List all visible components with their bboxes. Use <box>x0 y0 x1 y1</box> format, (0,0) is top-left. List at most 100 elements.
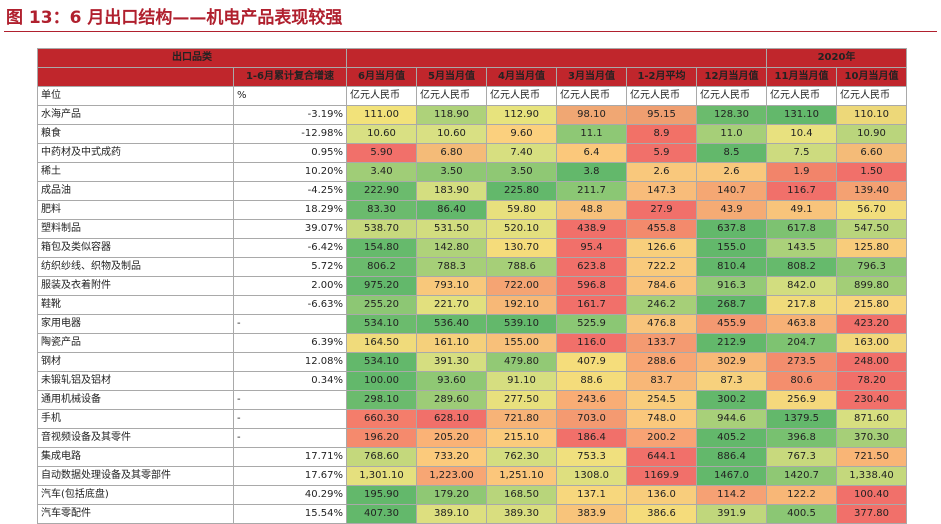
value-cell: 596.8 <box>556 276 627 296</box>
value-cell: 256.9 <box>766 390 837 410</box>
cagr-cell: -3.19% <box>233 105 347 125</box>
value-cell: 11.0 <box>696 124 767 144</box>
cagr-cell: 6.39% <box>233 333 347 353</box>
value-cell: 722.00 <box>486 276 557 296</box>
value-cell: 95.15 <box>626 105 697 125</box>
value-cell: 83.30 <box>346 200 417 220</box>
value-cell: 255.20 <box>346 295 417 315</box>
value-cell: 196.20 <box>346 428 417 448</box>
month-column-header: 5月当月值 <box>416 67 487 87</box>
value-cell: 27.9 <box>626 200 697 220</box>
value-cell: 438.9 <box>556 219 627 239</box>
value-cell: 1.50 <box>836 162 907 182</box>
table-row: 水海产品 -3.19% 111.00 118.90 112.90 98.10 95.15 12… <box>37 105 907 125</box>
value-cell: 122.2 <box>766 485 837 505</box>
value-cell: 222.90 <box>346 181 417 201</box>
value-cell: 212.9 <box>696 333 767 353</box>
value-cell: 131.10 <box>766 105 837 125</box>
value-cell: 5.90 <box>346 143 417 163</box>
product-name-cell: 未锻轧铝及铝材 <box>37 371 234 391</box>
value-cell: 788.6 <box>486 257 557 277</box>
value-cell: 155.0 <box>696 238 767 258</box>
value-cell: 289.60 <box>416 390 487 410</box>
value-cell: 98.10 <box>556 105 627 125</box>
product-column-header: 出口品类 <box>37 48 347 68</box>
value-cell: 100.00 <box>346 371 417 391</box>
value-cell: 396.8 <box>766 428 837 448</box>
value-cell: 5.9 <box>626 143 697 163</box>
table-row: 箱包及类似容器 -6.42% 154.80 142.80 130.70 95.4 126.6… <box>37 238 907 258</box>
value-cell: 221.70 <box>416 295 487 315</box>
value-cell: 215.10 <box>486 428 557 448</box>
value-cell: 139.40 <box>836 181 907 201</box>
product-name-cell: 手机 <box>37 409 234 429</box>
value-cell: 86.40 <box>416 200 487 220</box>
title-divider <box>4 31 937 32</box>
value-cell: 899.80 <box>836 276 907 296</box>
value-cell: 110.10 <box>836 105 907 125</box>
value-cell: 230.40 <box>836 390 907 410</box>
value-cell: 637.8 <box>696 219 767 239</box>
value-cell: 476.8 <box>626 314 697 334</box>
unit-cell: 亿元人民币 <box>416 86 487 106</box>
value-cell: 288.6 <box>626 352 697 372</box>
product-name-cell: 汽车(包括底盘) <box>37 485 234 505</box>
value-cell: 1420.7 <box>766 466 837 486</box>
table-row: 肥料 18.29% 83.30 86.40 59.80 48.8 27.9 43.9 49.1 5… <box>37 200 907 220</box>
value-cell: 298.10 <box>346 390 417 410</box>
table-row: 塑料制品 39.07% 538.70 531.50 520.10 438.9 455.8 63… <box>37 219 907 239</box>
cagr-cell: -6.42% <box>233 238 347 258</box>
unit-row: 单位 % 亿元人民币 亿元人民币 亿元人民币 亿元人民币 亿元人民币 亿元人民币 亿元人民币… <box>37 86 907 106</box>
value-cell: 455.8 <box>626 219 697 239</box>
value-cell: 383.9 <box>556 504 627 524</box>
value-cell: 377.80 <box>836 504 907 524</box>
value-cell: 300.2 <box>696 390 767 410</box>
value-cell: 391.30 <box>416 352 487 372</box>
cagr-cell: 0.34% <box>233 371 347 391</box>
value-cell: 525.9 <box>556 314 627 334</box>
value-cell: 6.4 <box>556 143 627 163</box>
value-cell: 536.40 <box>416 314 487 334</box>
value-cell: 114.2 <box>696 485 767 505</box>
product-name-cell: 音视频设备及其零件 <box>37 428 234 448</box>
value-cell: 211.7 <box>556 181 627 201</box>
value-cell: 163.00 <box>836 333 907 353</box>
value-cell: 407.30 <box>346 504 417 524</box>
cagr-cell: - <box>233 428 347 448</box>
product-name-cell: 肥料 <box>37 200 234 220</box>
value-cell: 204.7 <box>766 333 837 353</box>
product-name-cell: 服装及衣着附件 <box>37 276 234 296</box>
unit-cell: 亿元人民币 <box>766 86 837 106</box>
value-cell: 391.9 <box>696 504 767 524</box>
value-cell: 164.50 <box>346 333 417 353</box>
value-cell: 753.3 <box>556 447 627 467</box>
value-cell: 886.4 <box>696 447 767 467</box>
cagr-cell: 10.20% <box>233 162 347 182</box>
value-cell: 1,301.10 <box>346 466 417 486</box>
value-cell: 810.4 <box>696 257 767 277</box>
table-row: 稀土 10.20% 3.40 3.50 3.50 3.8 2.6 2.6 1.9 1.50 <box>37 162 907 182</box>
table-row: 服装及衣着附件 2.00% 975.20 793.10 722.00 596.8 784.6… <box>37 276 907 296</box>
value-cell: 370.30 <box>836 428 907 448</box>
value-cell: 100.40 <box>836 485 907 505</box>
value-cell: 722.2 <box>626 257 697 277</box>
unit-cell: 亿元人民币 <box>836 86 907 106</box>
value-cell: 768.60 <box>346 447 417 467</box>
value-cell: 842.0 <box>766 276 837 296</box>
value-cell: 155.00 <box>486 333 557 353</box>
month-column-header: 10月当月值 <box>836 67 907 87</box>
product-name-cell: 塑料制品 <box>37 219 234 239</box>
value-cell: 80.6 <box>766 371 837 391</box>
cagr-cell: 17.67% <box>233 466 347 486</box>
table-row: 音视频设备及其零件 -196.20 205.20 215.10 186.4 200.2 40… <box>37 428 907 448</box>
value-cell: 137.1 <box>556 485 627 505</box>
value-cell: 733.20 <box>416 447 487 467</box>
product-name-cell: 自动数据处理设备及其零部件 <box>37 466 234 486</box>
table-row: 手机 -660.30 628.10 721.80 703.0 748.0 944.6 1379… <box>37 409 907 429</box>
value-cell: 721.80 <box>486 409 557 429</box>
value-cell: 808.2 <box>766 257 837 277</box>
cagr-cell: 12.08% <box>233 352 347 372</box>
value-cell: 8.5 <box>696 143 767 163</box>
product-name-cell: 汽车零配件 <box>37 504 234 524</box>
value-cell: 161.7 <box>556 295 627 315</box>
